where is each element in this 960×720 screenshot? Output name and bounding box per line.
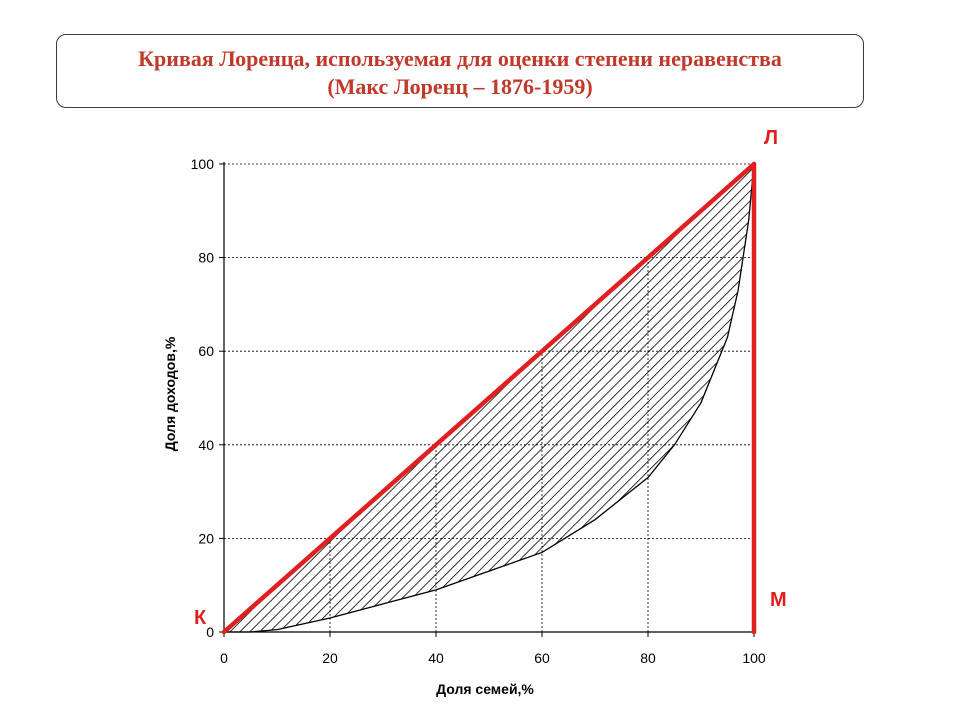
x-tick-label: 0 — [220, 650, 228, 666]
x-tick-label: 40 — [428, 650, 444, 666]
y-tick-label: 80 — [198, 250, 214, 266]
equality-line — [221, 161, 757, 635]
x-axis-label: Доля семей,% — [436, 681, 534, 697]
x-tick-label: 60 — [534, 650, 550, 666]
y-tick-label: 0 — [206, 624, 214, 640]
y-axis-label: Доля доходов,% — [162, 336, 178, 451]
y-tick-label: 60 — [198, 343, 214, 359]
point-label-top-right: Л — [764, 127, 778, 149]
y-tick-label: 20 — [198, 530, 214, 546]
lorenz-curve — [224, 163, 755, 633]
chart-subtitle: (Макс Лоренц – 1876-1959) — [327, 74, 593, 99]
title-box: Кривая Лоренца, используемая для оценки … — [56, 34, 864, 108]
y-tick-label: 40 — [198, 437, 214, 453]
x-tick-label: 100 — [742, 650, 766, 666]
point-label-bottom-right: М — [770, 589, 787, 611]
x-tick-label: 20 — [322, 650, 338, 666]
x-tick-label: 80 — [640, 650, 656, 666]
chart-title: Кривая Лоренца, используемая для оценки … — [138, 46, 782, 71]
y-tick-label: 100 — [191, 156, 215, 172]
point-label-origin: К — [194, 607, 207, 629]
